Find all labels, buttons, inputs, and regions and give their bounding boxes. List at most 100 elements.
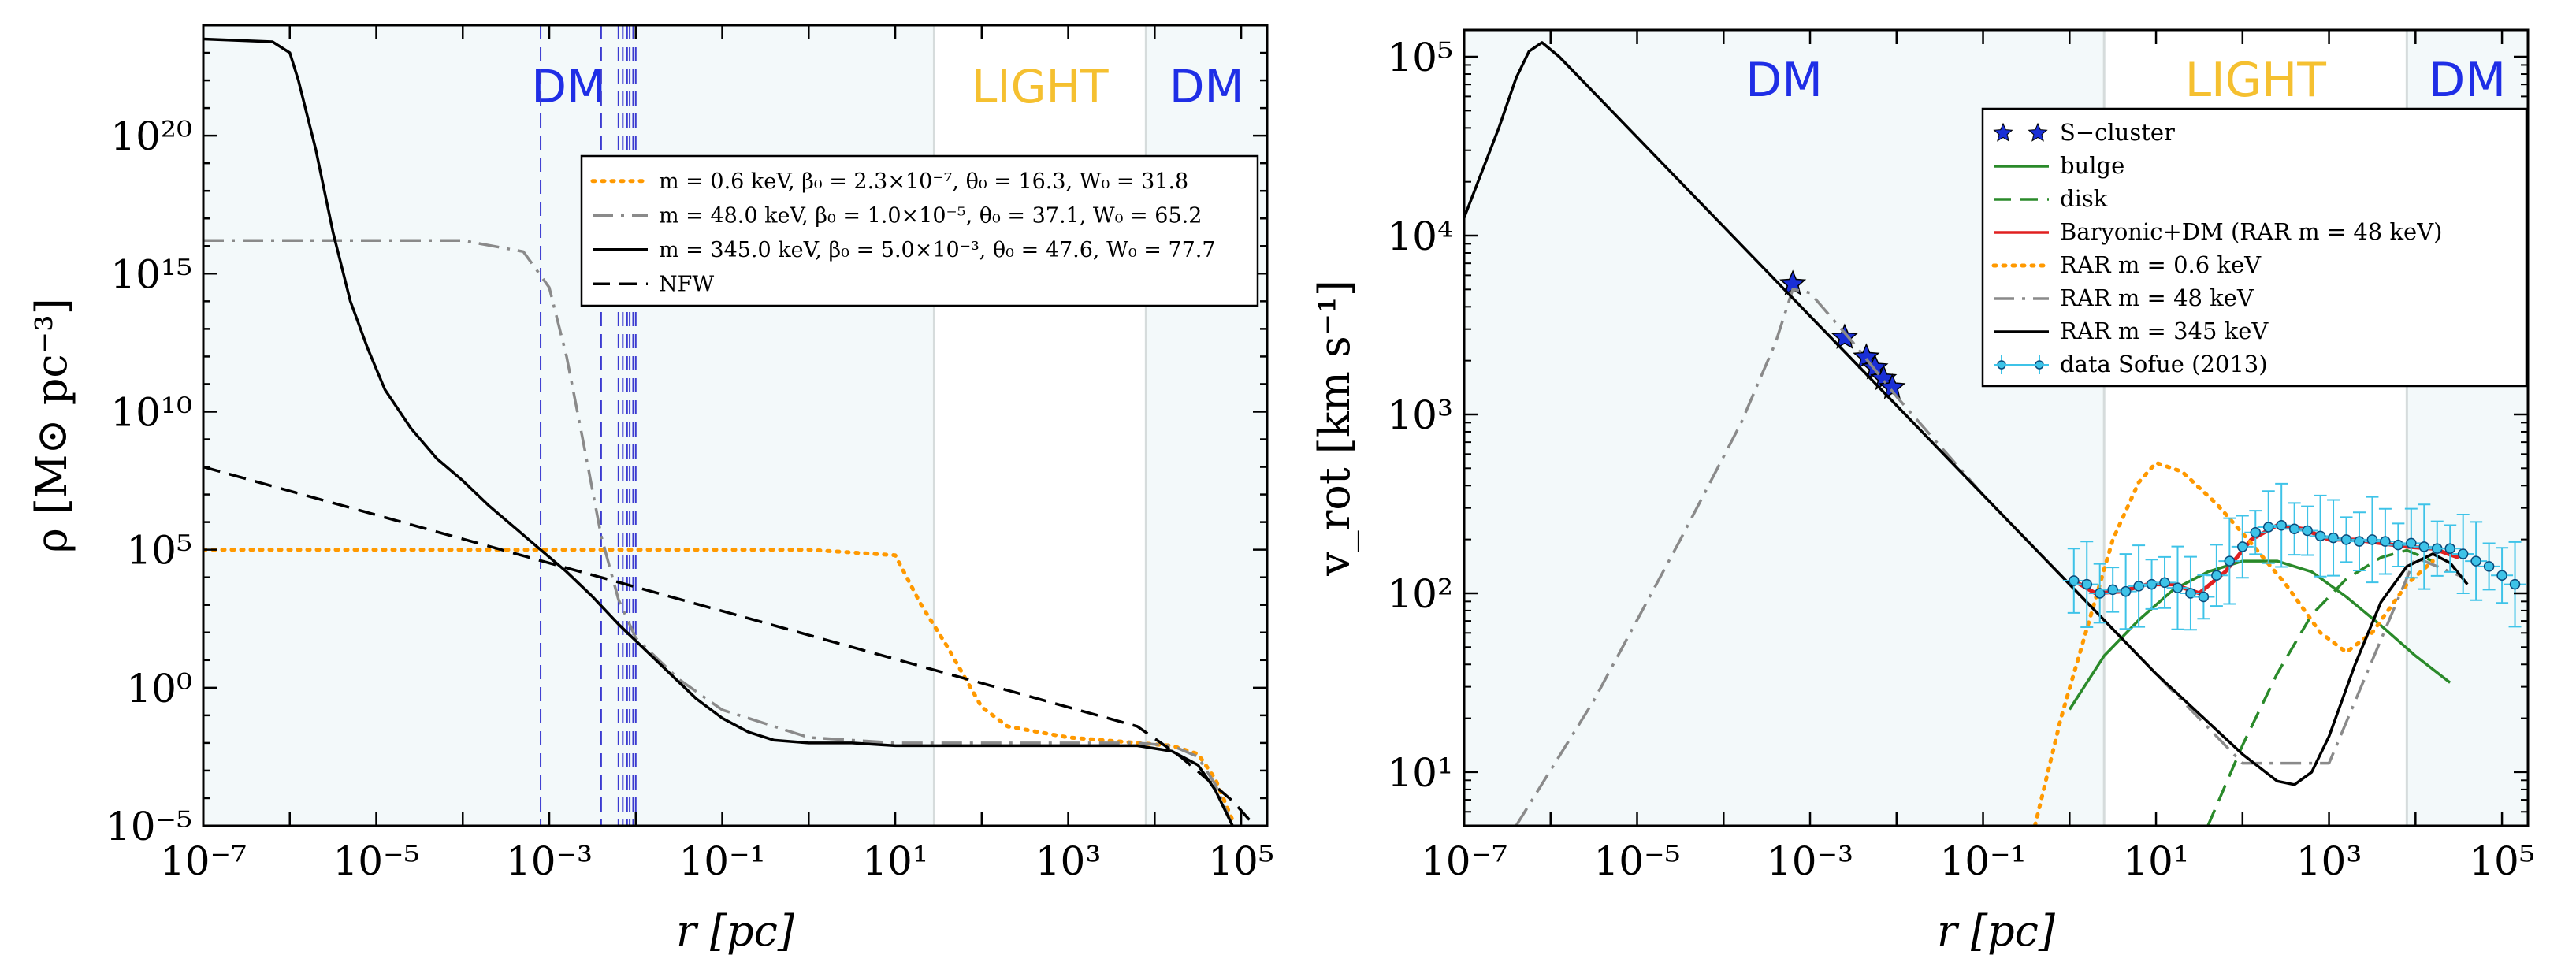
data-point xyxy=(2211,570,2222,581)
data-point xyxy=(2146,578,2158,590)
legend-box xyxy=(580,154,1259,307)
x-axis-label: r [pc] xyxy=(676,906,795,956)
axes-frame xyxy=(202,24,1269,827)
y-tick-label: 10⁻⁵ xyxy=(106,804,192,849)
legend-entry-label: m = 345.0 keV, β₀ = 5.0×10⁻³, θ₀ = 47.6,… xyxy=(659,238,1216,262)
series-line xyxy=(2032,460,2435,826)
data-point xyxy=(2094,588,2106,599)
legend-box xyxy=(1981,107,2528,388)
y-tick-label: 10³ xyxy=(1387,392,1453,438)
legend-entry-label: m = 0.6 keV, β₀ = 2.3×10⁻⁷, θ₀ = 16.3, W… xyxy=(659,169,1188,194)
data-point xyxy=(2159,577,2170,589)
y-tick-label: 10⁰ xyxy=(126,666,192,711)
y-tick-label: 10² xyxy=(1387,571,1453,617)
plot-area xyxy=(1464,41,2526,826)
y-tick-label: 10²⁰ xyxy=(110,113,192,159)
legend: m = 0.6 keV, β₀ = 2.3×10⁻⁷, θ₀ = 16.3, W… xyxy=(580,154,1259,307)
legend: S−cluster bulge disk Baryonic+DM (RAR m = 4… xyxy=(1981,107,2528,388)
data-point xyxy=(2250,527,2262,538)
x-tick-label: 10⁻³ xyxy=(506,838,593,884)
y-tick-label: 10¹⁵ xyxy=(110,251,192,297)
x-tick-label: 10⁻¹ xyxy=(1940,838,2027,884)
data-point xyxy=(2172,582,2184,593)
y-tick-label: 10¹ xyxy=(1387,750,1453,796)
data-point xyxy=(2276,519,2287,531)
data-point xyxy=(2470,555,2481,567)
data-point xyxy=(2107,584,2118,596)
x-tick-label: 10¹ xyxy=(862,838,928,884)
series-line xyxy=(203,37,1234,826)
data-point xyxy=(2081,578,2092,590)
legend-entry-label: bulge xyxy=(2060,152,2124,179)
legend-entry-label: NFW xyxy=(659,272,714,296)
legend-entry-label: RAR m = 48 keV xyxy=(2060,284,2254,311)
region-bg xyxy=(203,25,935,826)
data-point xyxy=(2496,570,2507,581)
axes-frame xyxy=(1463,28,2530,827)
y-axis-label: v_rot [km s⁻¹] xyxy=(1310,280,1359,577)
data-point xyxy=(2457,548,2469,559)
rotation-curve-panel: DM LIGHT DM 10⁻⁷ 10⁻⁵ 10⁻³ 10⁻¹ 10¹ 10³ 10⁵ 10¹ 10²… xyxy=(1310,28,2535,956)
legend-entry-label: data Sofue (2013) xyxy=(2060,351,2268,377)
region-label: LIGHT xyxy=(972,60,1109,113)
series-line xyxy=(1515,288,2459,826)
series-line xyxy=(2206,548,2433,826)
data-point xyxy=(2120,585,2132,597)
x-tick-label: 10¹ xyxy=(2123,838,2189,884)
data-point xyxy=(2302,525,2313,537)
region-label: LIGHT xyxy=(2185,53,2327,108)
data-point xyxy=(2444,543,2455,554)
series-line xyxy=(203,465,1251,822)
series-line xyxy=(203,548,1235,823)
data-point xyxy=(2406,537,2417,549)
legend-entry-label: RAR m = 0.6 keV xyxy=(2060,251,2262,278)
data-point xyxy=(2069,575,2080,586)
data-point xyxy=(2237,541,2248,552)
legend-entry-label: RAR m = 345 keV xyxy=(2060,318,2269,344)
y-tick-label: 10⁴ xyxy=(1387,214,1453,259)
data-point xyxy=(2380,536,2391,547)
data-point xyxy=(2224,555,2236,567)
data-point xyxy=(2366,534,2378,545)
x-tick-label: 10⁻¹ xyxy=(679,838,766,884)
region-label: DM xyxy=(1169,60,1244,113)
data-point xyxy=(2392,539,2404,551)
y-tick-label: 10⁵ xyxy=(126,528,192,574)
data-point xyxy=(2185,588,2196,599)
y-tick-label: 10⁵ xyxy=(1387,35,1453,80)
legend-star-marker xyxy=(1993,122,2013,142)
x-axis-label: r [pc] xyxy=(1937,906,2056,956)
x-tick-label: 10⁻⁵ xyxy=(333,838,419,884)
series-line xyxy=(1464,41,2469,786)
legend-entry-label: disk xyxy=(2060,185,2108,212)
y-axis-label: ρ [M⊙ pc⁻³] xyxy=(27,298,76,553)
data-point xyxy=(2262,522,2274,533)
star-point xyxy=(1831,323,1858,349)
data-point xyxy=(2198,591,2210,603)
data-point xyxy=(2314,530,2326,542)
legend-entry-label: Baryonic+DM (RAR m = 48 keV) xyxy=(2060,218,2442,245)
data-point xyxy=(2483,561,2495,572)
region-label: DM xyxy=(531,60,606,113)
region-label: DM xyxy=(1745,53,1823,108)
x-tick-label: 10⁻⁷ xyxy=(160,838,247,884)
data-point xyxy=(2288,523,2300,534)
x-tick-label: 10³ xyxy=(1035,838,1102,884)
data-point xyxy=(2418,541,2430,552)
x-tick-label: 10³ xyxy=(2296,838,2362,884)
legend-star-marker xyxy=(2028,122,2048,142)
region-label: DM xyxy=(2429,53,2506,108)
data-point xyxy=(2133,581,2144,592)
x-tick-label: 10⁵ xyxy=(2469,838,2535,884)
legend-entry-label: m = 48.0 keV, β₀ = 1.0×10⁻⁵, θ₀ = 37.1, … xyxy=(659,203,1202,228)
y-tick-label: 10¹⁰ xyxy=(110,389,192,435)
region-bg xyxy=(1146,25,1267,826)
data-point xyxy=(2328,532,2339,544)
x-tick-label: 10⁻⁵ xyxy=(1593,838,1680,884)
legend-entry-label: S−cluster xyxy=(2060,119,2175,146)
x-tick-label: 10⁻⁷ xyxy=(1421,838,1507,884)
data-point xyxy=(2354,536,2365,547)
data-point xyxy=(2340,534,2352,545)
